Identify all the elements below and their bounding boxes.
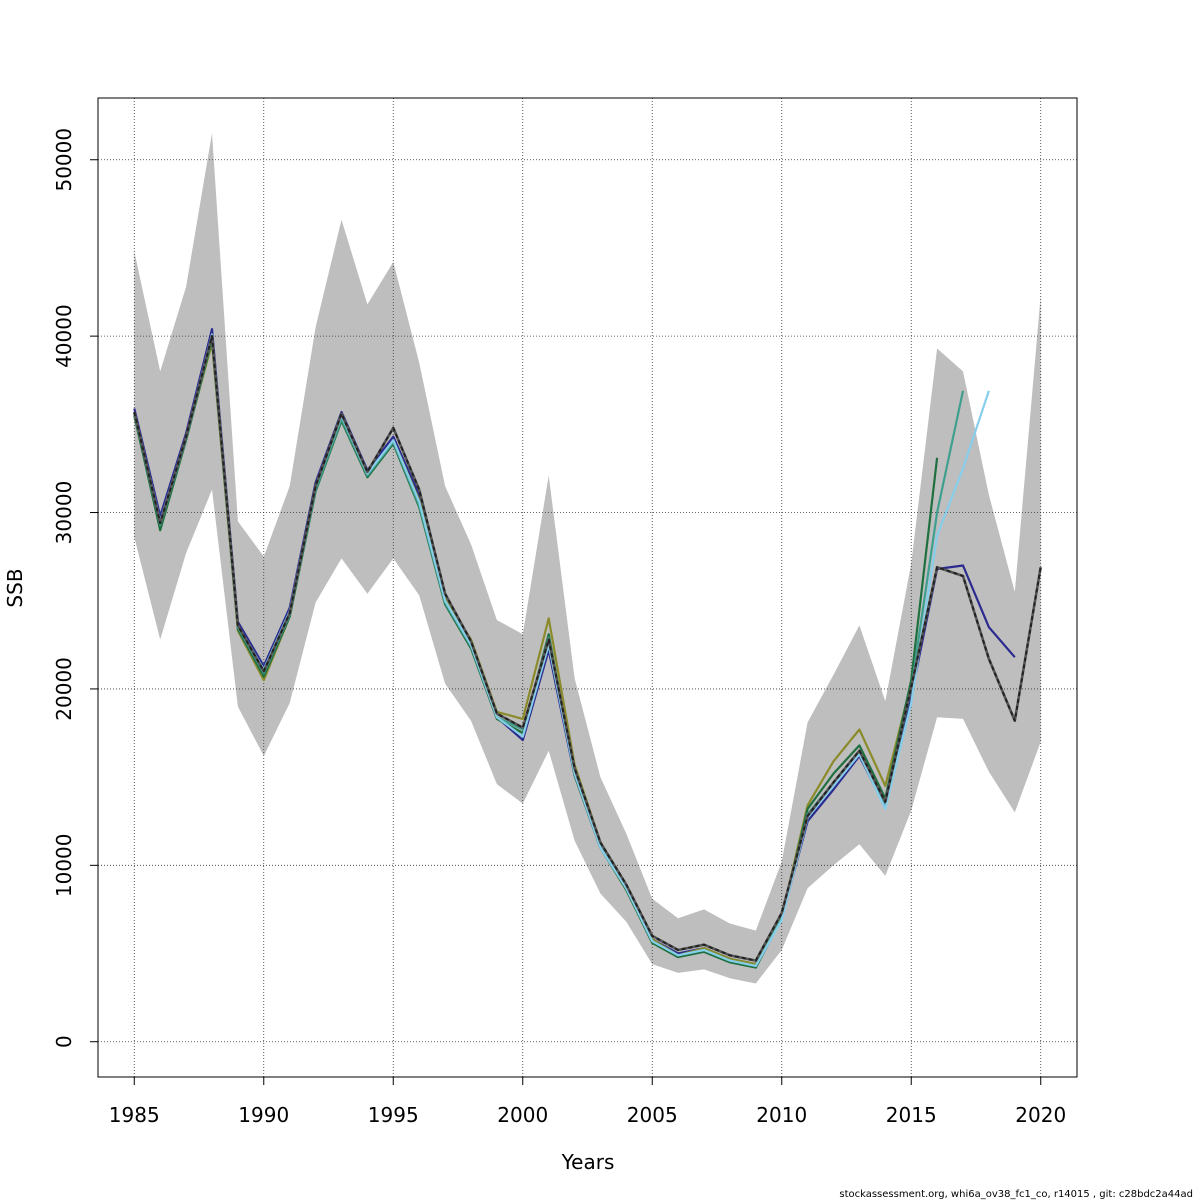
grid-layer bbox=[98, 98, 1077, 1077]
footer-caption: stockassessment.org, whi6a_ov38_fc1_co, … bbox=[839, 1189, 1193, 1200]
x-tick-label: 1990 bbox=[238, 1103, 289, 1127]
confidence-band-layer bbox=[134, 133, 1041, 984]
x-tick-label: 2005 bbox=[627, 1103, 678, 1127]
axis-layer: 1985 1990 1995 2000 2005 2010 2015 2020 0 10000 20… bbox=[52, 128, 1066, 1127]
x-tick-label: 2010 bbox=[756, 1103, 807, 1127]
series-layer bbox=[133, 328, 1042, 969]
y-tick-label: 30000 bbox=[52, 481, 76, 545]
y-axis-title: SSB bbox=[3, 568, 27, 607]
plot-frame bbox=[97, 97, 1078, 1078]
y-tick-label: 20000 bbox=[52, 657, 76, 721]
x-tick-label: 2015 bbox=[886, 1103, 937, 1127]
x-tick-label: 1985 bbox=[109, 1103, 160, 1127]
x-tick-label: 1995 bbox=[368, 1103, 419, 1127]
y-tick-label: 10000 bbox=[52, 833, 76, 897]
series-line-6 bbox=[133, 335, 1042, 962]
y-tick-label: 40000 bbox=[52, 304, 76, 368]
confidence-band bbox=[134, 133, 1041, 984]
y-tick-label: 0 bbox=[52, 1035, 76, 1048]
x-axis-title: Years bbox=[561, 1150, 615, 1174]
x-tick-label: 2000 bbox=[497, 1103, 548, 1127]
x-tick-label: 2020 bbox=[1015, 1103, 1066, 1127]
y-tick-label: 50000 bbox=[52, 128, 76, 192]
